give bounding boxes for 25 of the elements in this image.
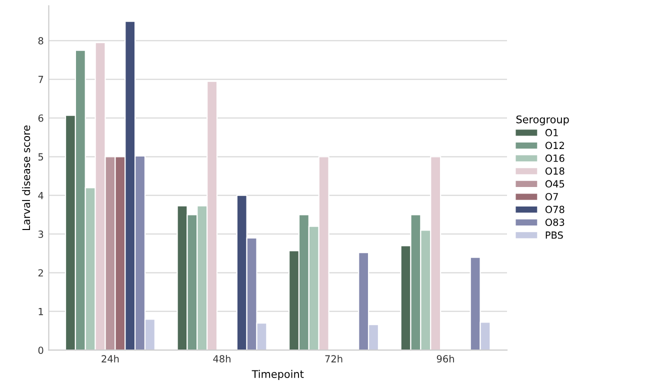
legend-label: O12 (545, 142, 564, 150)
legend-label: PBS (546, 231, 563, 239)
x-tick-label: 24h (102, 354, 119, 362)
y-tick-label: 7 (38, 76, 44, 84)
x-tick-label: 96h (436, 354, 454, 362)
y-tick-label: 5 (38, 153, 44, 161)
y-tick-label: 2 (38, 269, 43, 276)
y-axis-title: Larval disease score (22, 125, 30, 230)
legend-label: O1 (545, 128, 558, 136)
legend-label: O45 (545, 180, 564, 188)
legend-label: O16 (545, 154, 564, 162)
legend-title: Serogroup (516, 115, 569, 126)
legend-label: O78 (545, 206, 564, 214)
x-axis-title: Timepoint (252, 370, 304, 380)
y-tick-label: 6 (38, 114, 44, 122)
y-tick-label: 4 (38, 192, 44, 200)
legend-label: O7 (545, 192, 558, 200)
y-tick-label: 1 (38, 308, 43, 316)
y-tick-label: 0 (38, 346, 44, 354)
x-tick-label: 72h (325, 354, 342, 362)
legend-label: O83 (545, 218, 564, 226)
legend-label: O18 (545, 167, 564, 175)
x-tick-label: 48h (213, 354, 230, 362)
y-tick-label: 3 (38, 230, 44, 238)
y-tick-label: 8 (38, 37, 44, 44)
